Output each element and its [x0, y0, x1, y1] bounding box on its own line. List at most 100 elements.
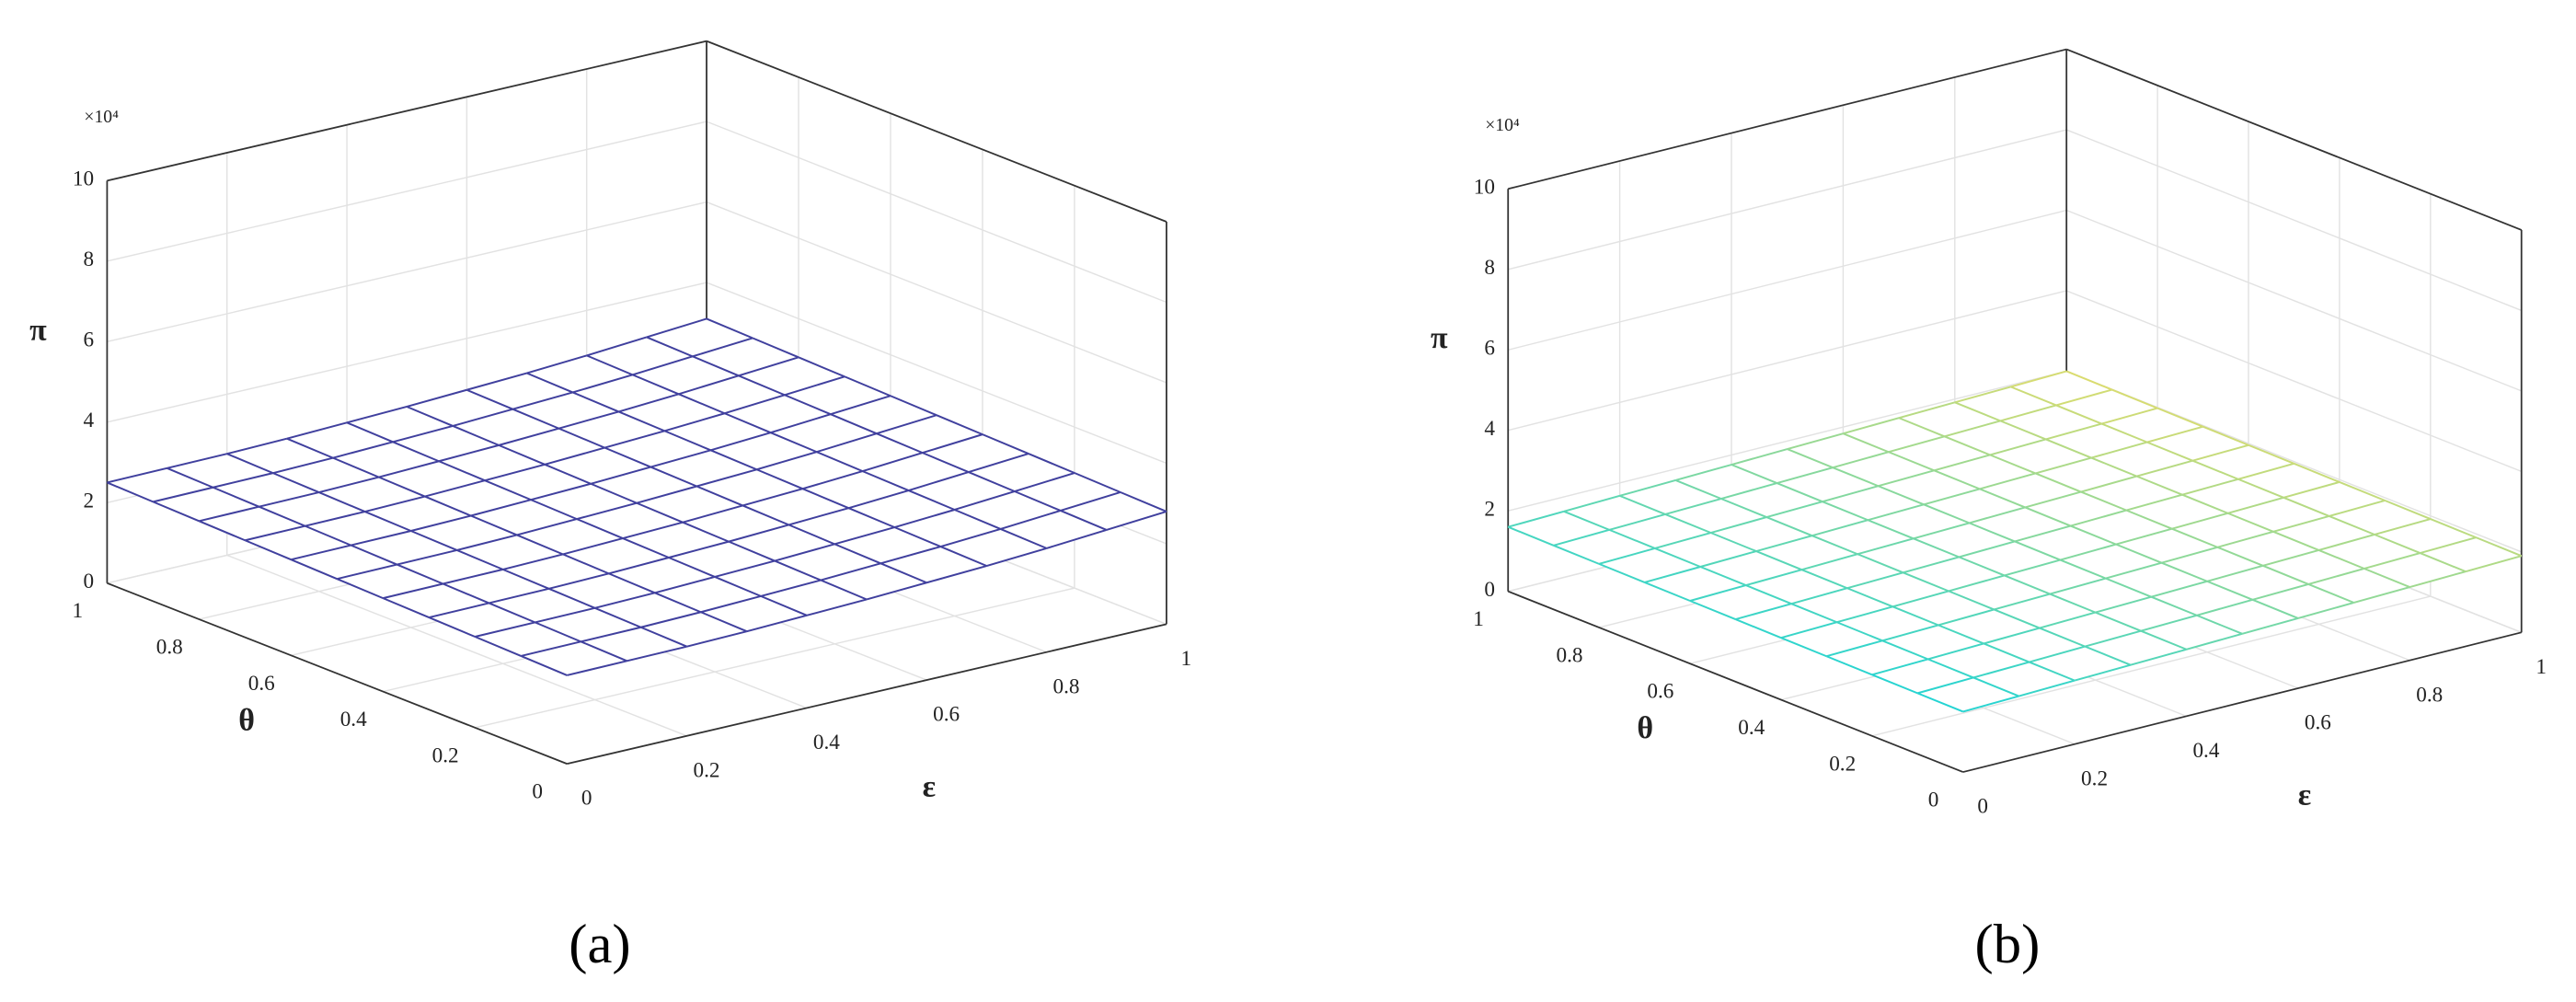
grid-line — [1508, 209, 2067, 351]
surface-face — [784, 376, 891, 415]
mesh-line — [940, 528, 1001, 548]
mesh-line — [1755, 550, 1802, 571]
mesh-line — [1832, 451, 1890, 469]
mesh-line — [2252, 582, 2309, 601]
mesh-line — [1654, 547, 1701, 568]
mesh-line — [305, 524, 351, 547]
mesh-line — [586, 336, 648, 357]
mesh-line — [876, 432, 924, 455]
y-tick-label: 0.2 — [432, 743, 459, 767]
z-tick-label: 6 — [84, 328, 95, 352]
mesh-line — [351, 530, 411, 547]
mesh-line — [1553, 544, 1600, 565]
grid-line — [1508, 129, 2067, 271]
z-multiplier: ×10⁴ — [1485, 116, 1520, 135]
mesh-line — [2248, 443, 2294, 465]
mesh-line — [226, 453, 274, 475]
mesh-line — [1836, 605, 1893, 624]
mesh-line — [1745, 569, 1802, 587]
mesh-line — [1755, 535, 1812, 553]
axis-box — [1962, 631, 2522, 773]
mesh-line — [2196, 598, 2253, 616]
mesh-line — [452, 425, 500, 446]
mesh-line — [618, 410, 665, 432]
mesh-line — [1046, 528, 1108, 549]
mesh-line — [1060, 491, 1121, 512]
mesh-line — [848, 489, 909, 510]
mesh-line — [535, 606, 595, 624]
mesh-line — [392, 424, 454, 443]
axis-box — [1507, 590, 1964, 773]
axis-box — [107, 582, 568, 765]
mesh-line — [470, 514, 518, 536]
mesh-line — [1822, 485, 1879, 503]
y-tick-label: 0.6 — [248, 672, 275, 696]
mesh-line — [2060, 543, 2117, 561]
mesh-line — [1000, 528, 1047, 549]
mesh-line — [2307, 568, 2365, 585]
mesh-line — [2191, 459, 2239, 480]
mesh-line — [1898, 401, 1956, 420]
mesh-line — [2409, 570, 2467, 589]
mesh-line — [1881, 624, 1939, 642]
mesh-line — [576, 501, 638, 521]
mesh-line — [2339, 481, 2386, 501]
mesh-line — [2272, 514, 2329, 533]
mesh-line — [710, 432, 771, 452]
mesh-line — [816, 432, 878, 454]
mesh-line — [167, 453, 227, 469]
mesh-line — [1994, 593, 2051, 611]
mesh-line — [2105, 561, 2162, 580]
mesh-line — [926, 565, 987, 584]
mesh-line — [706, 317, 753, 340]
mesh-line — [696, 485, 743, 507]
surface-face — [968, 454, 1075, 492]
mesh-line — [640, 611, 702, 628]
mesh-line — [1720, 482, 1777, 500]
mesh-line — [1598, 562, 1645, 583]
mesh-line — [834, 526, 895, 546]
mesh-line — [1857, 537, 1915, 556]
mesh-line — [562, 553, 610, 575]
grid-line — [1508, 290, 2067, 432]
mesh-line — [986, 547, 1047, 567]
mesh-line — [2125, 509, 2173, 530]
mesh-line — [2060, 559, 2107, 580]
mesh-line — [1972, 676, 2019, 697]
mesh-line — [2004, 574, 2051, 595]
mesh-line — [1801, 569, 1848, 590]
x-tick-label: 0 — [1977, 795, 1988, 819]
mesh-line — [608, 557, 670, 575]
mesh-line — [770, 432, 818, 454]
mesh-line — [2070, 509, 2127, 527]
mesh-line — [2150, 595, 2198, 616]
mesh-line — [760, 579, 822, 597]
mesh-line — [286, 421, 348, 440]
mesh-line — [2101, 422, 2148, 443]
mesh-line — [1903, 571, 1949, 593]
surface-face — [894, 509, 1001, 547]
axis-box — [2065, 48, 2523, 231]
mesh-line — [548, 587, 596, 609]
mesh-line — [2283, 480, 2340, 499]
mesh-line — [2363, 552, 2421, 570]
mesh-line — [954, 509, 1001, 530]
mesh-line — [862, 470, 909, 491]
mesh-line — [498, 443, 546, 466]
mesh-line — [1892, 605, 1939, 627]
mesh-line — [2136, 459, 2193, 478]
surface-face — [848, 490, 955, 528]
mesh-line — [429, 602, 489, 619]
surface-face — [1014, 473, 1121, 511]
grid-line — [2065, 290, 2522, 473]
grid-line — [1508, 370, 2067, 512]
mesh-line — [2374, 518, 2432, 536]
mesh-line — [1699, 566, 1747, 586]
mesh-line — [2085, 645, 2132, 666]
mesh-line — [1507, 525, 1555, 547]
mesh-line — [686, 630, 748, 648]
mesh-line — [1689, 600, 1736, 620]
mesh-line — [788, 507, 849, 526]
mesh-line — [880, 562, 927, 584]
mesh-line — [2318, 534, 2375, 551]
